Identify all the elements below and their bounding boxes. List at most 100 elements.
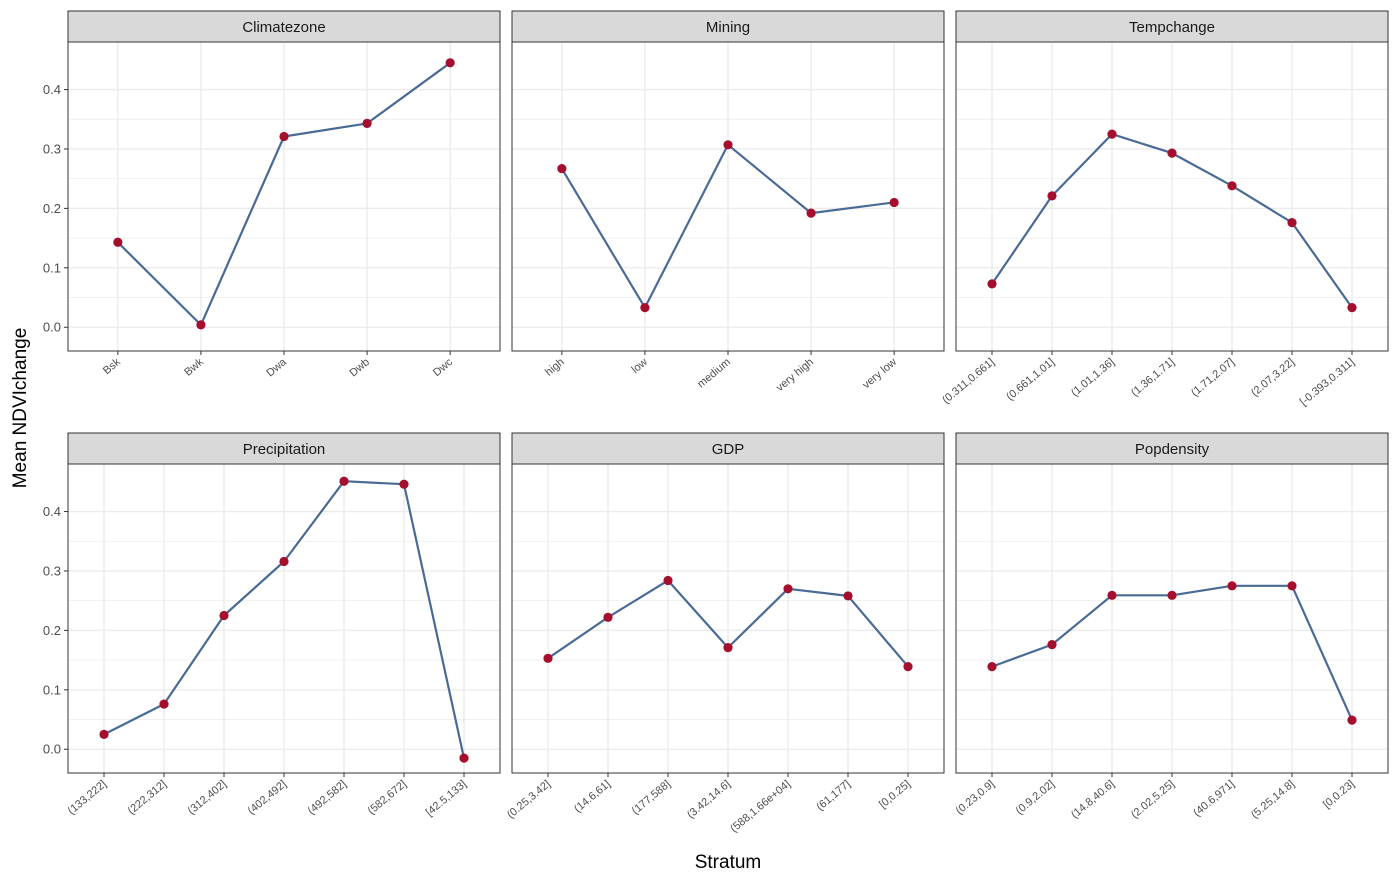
data-point-tempchange [1107, 129, 1117, 139]
x-tick-label: (177,588] [630, 778, 673, 817]
facet-title-tempchange: Tempchange [1129, 19, 1215, 36]
facet-title-mining: Mining [706, 19, 750, 36]
x-tick-label: (0.661,1.01] [1004, 356, 1057, 403]
x-tick-label: low [629, 356, 649, 376]
y-axis-title: Mean NDVIchange [10, 328, 31, 489]
x-tick-label: Bwk [182, 356, 206, 379]
facet-precipitation: Precipitation 0.0 0.1 0.2 0.3 0.4 (133,222] (22… [43, 432, 501, 819]
data-point-mining [640, 303, 650, 313]
y-tick-label: 0.0 [43, 320, 61, 335]
x-tick-label: (222,312] [126, 778, 169, 817]
x-tick-label: [-0.393,0.311] [1298, 356, 1357, 408]
facet-title-climatezone: Climatezone [242, 19, 325, 36]
data-point-gdp [543, 653, 553, 663]
data-point-precipitation [159, 699, 169, 709]
x-tick-label: medium [695, 356, 733, 390]
y-tick-label: 0.3 [43, 563, 61, 578]
data-point-popdensity [1347, 715, 1357, 725]
x-tick-label: (40.6,971] [1191, 778, 1237, 819]
x-tick-label: (133,222] [66, 778, 109, 817]
x-axis-title: Stratum [695, 852, 762, 873]
y-tick-label: 0.2 [43, 201, 61, 216]
x-tick-label: (402,492] [246, 778, 289, 817]
x-tick-label: high [543, 356, 567, 379]
x-tick-label: (1.01,1.36] [1069, 356, 1117, 399]
x-tick-label: [42.5,133] [424, 778, 469, 819]
facet-strip-gdp [511, 432, 945, 465]
y-tick-label: 0.1 [43, 682, 61, 697]
data-point-popdensity [1167, 590, 1177, 600]
data-point-climatezone [113, 237, 123, 247]
y-tick-label: 0.4 [43, 82, 61, 97]
data-point-gdp [663, 575, 673, 586]
data-point-climatezone [445, 58, 455, 68]
x-tick-label: Bsk [101, 356, 123, 377]
data-point-gdp [783, 584, 793, 594]
data-point-mining [723, 140, 733, 150]
data-point-mining [806, 208, 816, 218]
facet-strip-climatezone [67, 10, 501, 43]
facet-title-precipitation: Precipitation [243, 441, 326, 458]
x-tick-label: (14.6,61] [572, 778, 613, 815]
data-point-climatezone [279, 131, 289, 142]
facet-climatezone: Climatezone 0.0 0.1 0.2 0.3 0.4 Bsk Bwk Dwa Dwb Dw… [43, 10, 501, 380]
y-tick-label: 0.3 [43, 141, 61, 156]
x-tick-label: (1.36,1.71] [1129, 356, 1177, 399]
x-tick-label: (0.23,0.9] [954, 778, 997, 817]
facet-strip-popdensity [955, 432, 1389, 465]
x-tick-label: (2.02,5.25] [1129, 778, 1177, 821]
x-tick-label: (492,582] [306, 778, 349, 817]
data-point-gdp [903, 662, 913, 672]
facet-tempchange: Tempchange (0.311,0.661] (0.661,1.01] (1.01… [940, 10, 1389, 408]
data-point-precipitation [339, 476, 349, 486]
x-tick-label: very high [774, 356, 816, 394]
facet-strip-tempchange [955, 10, 1389, 43]
data-point-mining [889, 197, 899, 208]
x-tick-label: (5.25,14.8] [1249, 778, 1297, 821]
y-tick-label: 0.2 [43, 623, 61, 638]
data-point-precipitation [459, 753, 469, 763]
data-point-popdensity [1287, 581, 1297, 591]
data-point-climatezone [196, 320, 206, 330]
y-tick-label: 0.0 [43, 742, 61, 757]
facet-panels: Climatezone 0.0 0.1 0.2 0.3 0.4 Bsk Bwk Dwa Dwb Dw… [43, 10, 1389, 835]
x-tick-label: (3.42,14.6] [685, 778, 733, 821]
data-point-popdensity [987, 662, 997, 672]
y-tick-label: 0.1 [43, 260, 61, 275]
data-point-popdensity [1227, 581, 1237, 591]
data-point-gdp [603, 612, 613, 622]
x-tick-label: (1.71,2.07] [1189, 356, 1237, 399]
data-point-popdensity [1107, 590, 1117, 600]
data-point-climatezone [362, 118, 372, 129]
x-tick-label: Dwa [264, 356, 289, 380]
facet-popdensity: Popdensity (0.23,0.9] (0.9,2.02] (14.8,40.6… [954, 432, 1389, 821]
x-tick-label: [0,0.23] [1321, 778, 1357, 811]
data-point-tempchange [1287, 218, 1297, 228]
data-point-precipitation [99, 729, 109, 739]
x-tick-label: very low [860, 356, 899, 391]
facet-gdp: GDP (0.25,3.42] (14.6,61] (177,588] (3.42,14… [505, 432, 945, 835]
data-point-tempchange [1167, 148, 1177, 158]
facet-mining: Mining high low medium very high very low [511, 10, 945, 394]
data-point-tempchange [1227, 181, 1237, 191]
x-tick-label: (61,177] [814, 778, 853, 813]
x-tick-label: (312,402] [186, 778, 229, 817]
facet-strip-precipitation [67, 432, 501, 465]
facet-title-popdensity: Popdensity [1135, 441, 1210, 458]
data-point-tempchange [1347, 303, 1357, 313]
x-tick-label: (588,1.66e+04] [728, 778, 793, 835]
y-tick-label: 0.4 [43, 504, 61, 519]
data-point-precipitation [219, 610, 229, 621]
x-tick-label: (14.8,40.6] [1069, 778, 1117, 821]
x-tick-label: (0.311,0.661] [940, 356, 997, 406]
facet-title-gdp: GDP [712, 441, 745, 458]
x-tick-label: (2.07,3.22] [1249, 356, 1297, 399]
data-point-precipitation [399, 479, 409, 489]
data-point-precipitation [279, 556, 289, 567]
x-tick-label: Dwb [347, 356, 372, 379]
data-point-gdp [843, 591, 853, 601]
data-point-gdp [723, 643, 733, 653]
data-point-tempchange [987, 279, 997, 289]
data-point-tempchange [1047, 191, 1057, 201]
